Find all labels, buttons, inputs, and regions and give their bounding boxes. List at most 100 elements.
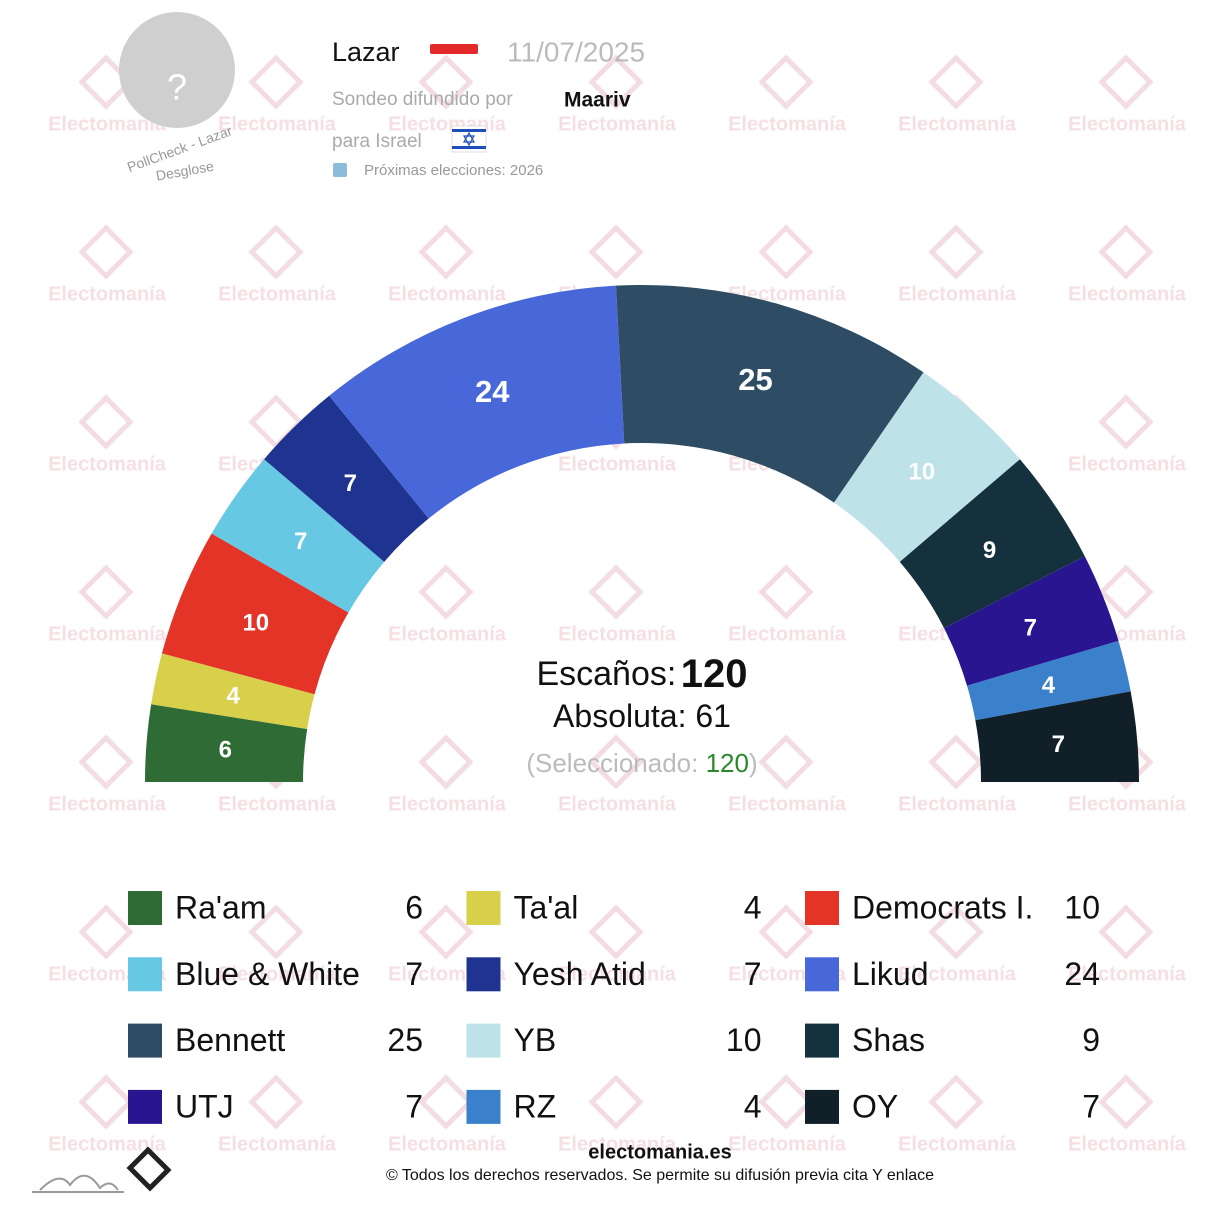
watermark-logo: [78, 904, 134, 960]
watermark-logo: [248, 54, 304, 110]
legend-icon: [466, 1089, 501, 1124]
pollster: Lazar: [332, 37, 400, 67]
avatar: [119, 12, 235, 128]
legend: Ra'am 6 Ta'al 4 Democrats I. 10 Blue & White 7 Y…: [128, 889, 1100, 1124]
watermark-text: Electomanía: [48, 453, 167, 475]
watermark-logo: [418, 734, 474, 790]
legend-name: Democrats I.: [852, 889, 1033, 925]
legend-icon: [805, 957, 839, 992]
legend-name: Shas: [852, 1022, 925, 1058]
media: Maariv: [564, 89, 631, 112]
watermark-text: Electomanía: [388, 623, 507, 645]
watermark-text: Electomanía: [48, 283, 167, 305]
watermark-logo: [928, 734, 984, 790]
seat-label: 25: [738, 362, 772, 397]
seat-label: 7: [1052, 731, 1065, 758]
watermark-text: Electomanía: [728, 623, 847, 645]
legend-icon: [466, 891, 501, 925]
watermark-logo: [78, 54, 134, 110]
watermark-logo: [588, 734, 644, 790]
seat-segment: [145, 704, 308, 782]
legend-icon: [128, 1089, 162, 1124]
selected-label: (Seleccionado:: [526, 748, 698, 778]
majority-value: 61: [695, 698, 731, 734]
legend-name: UTJ: [175, 1088, 234, 1124]
watermark-logo: [78, 734, 134, 790]
watermark-logo: [758, 734, 814, 790]
legend-name: Likud: [852, 956, 929, 992]
watermark-logo: [1098, 1074, 1154, 1130]
legend-value: 4: [744, 1088, 762, 1124]
watermark-logo: [1098, 904, 1154, 960]
watermark-text: Electomanía: [558, 793, 677, 815]
selected-close: ): [749, 748, 758, 778]
legend-name: Bennett: [175, 1022, 285, 1058]
legend-name: Yesh Atid: [514, 956, 646, 992]
seat-segment: [161, 533, 349, 695]
watermark-text: Electomanía: [898, 113, 1017, 135]
watermark-logo: [418, 904, 474, 960]
watermark-logo: [588, 54, 644, 110]
legend-value: 9: [1082, 1022, 1100, 1058]
watermark-text: Electomanía: [1068, 113, 1187, 135]
watermark-text: Electomanía: [48, 793, 167, 815]
selected: (Seleccionado: 120): [526, 748, 757, 778]
watermark-text: Electomanía: [48, 623, 167, 645]
legend-name: OY: [852, 1088, 898, 1124]
legend-value: 6: [405, 889, 423, 925]
watermark-logo: [1098, 224, 1154, 280]
watermark-logo: [418, 54, 474, 110]
watermark-logo: [248, 224, 304, 280]
watermark-text: Electomanía: [218, 963, 337, 985]
watermark-text: Electomanía: [728, 1133, 847, 1155]
legend-value: 7: [744, 956, 762, 992]
legend-value: 7: [405, 956, 423, 992]
watermark-text: Electomanía: [218, 113, 337, 135]
legend-name: Blue & White: [175, 956, 360, 992]
watermark-logo: [758, 564, 814, 620]
seats-value: 120: [681, 652, 748, 696]
copyright: © Todos los derechos reservados. Se perm…: [386, 1167, 934, 1184]
watermark-logo: [928, 1074, 984, 1130]
seats-label: Escaños:: [536, 655, 676, 693]
legend-name: Ra'am: [175, 889, 266, 925]
hemicycle: 6 4 10 7 7 24 25 10 9 7 4 7: [145, 285, 1139, 782]
watermark-text: Electomanía: [558, 963, 677, 985]
watermark-logo: [78, 224, 134, 280]
seat-segment: [615, 285, 924, 503]
seat-label: 4: [1042, 672, 1056, 699]
country: para Israel: [332, 131, 422, 152]
watermark-logo: [1098, 394, 1154, 450]
watermark-logo: [758, 224, 814, 280]
watermark-text: Electomanía: [1068, 1133, 1187, 1155]
watermark-logo: [1098, 54, 1154, 110]
watermark-text: Electomanía: [388, 283, 507, 305]
seat-segment: [975, 691, 1139, 782]
poll-date: 11/07/2025: [507, 36, 645, 67]
watermark-text: Electomanía: [218, 793, 337, 815]
watermark-text: Electomanía: [728, 113, 847, 135]
seat-label: 24: [475, 374, 510, 409]
watermark-text: Electomanía: [558, 113, 677, 135]
watermark-text: Electomanía: [1068, 793, 1187, 815]
selected-value: 120: [706, 748, 749, 778]
flag: [451, 125, 487, 153]
seat-segment: [834, 372, 1020, 562]
seat-segment: [967, 640, 1131, 721]
seat-segment: [211, 459, 385, 613]
avatar-mark: ?: [167, 67, 187, 108]
legend-value: 25: [387, 1022, 423, 1058]
watermark-logo: [248, 904, 304, 960]
seat-label: 6: [219, 737, 232, 764]
watermark-logo: [758, 904, 814, 960]
legend-icon: [128, 1023, 162, 1058]
legend-icon: [128, 891, 162, 925]
watermark-logo: [588, 224, 644, 280]
legend-name: Ta'al: [514, 889, 579, 925]
seat-label: 10: [242, 609, 269, 636]
watermark-text: Electomanía: [558, 1133, 677, 1155]
watermark-text: Electomanía: [898, 1133, 1017, 1155]
watermark-text: Electomanía: [1068, 283, 1187, 305]
watermark-text: Electomanía: [1068, 453, 1187, 475]
